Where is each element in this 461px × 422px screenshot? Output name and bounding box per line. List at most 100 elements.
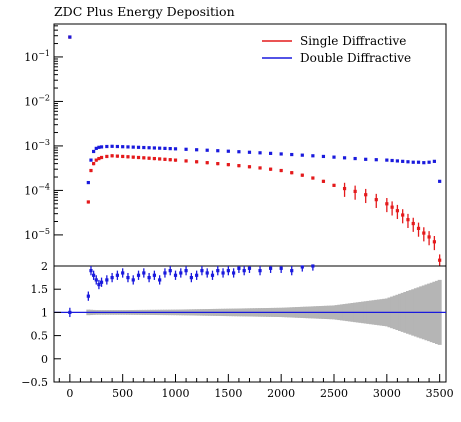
data-point <box>105 144 109 149</box>
data-point <box>110 144 114 148</box>
ratio-point <box>97 282 101 287</box>
ratio-y-tick-label: −0.5 <box>21 376 48 389</box>
main-y-tick-exponent: −5 <box>38 227 50 236</box>
ratio-point <box>179 271 183 275</box>
ratio-point <box>89 269 93 273</box>
data-point <box>115 154 119 158</box>
legend: Single Diffractive Double Diffractive <box>262 34 411 65</box>
chart-title: ZDC Plus Energy Deposition <box>54 4 235 19</box>
data-point <box>226 163 230 167</box>
data-point <box>321 154 326 159</box>
data-point <box>385 158 389 162</box>
data-point <box>390 158 394 163</box>
x-tick-label: 2000 <box>267 387 295 400</box>
data-point <box>205 148 209 152</box>
data-point <box>86 180 90 185</box>
data-point <box>147 146 151 150</box>
ratio-y-tick-label: 1 <box>41 306 48 319</box>
ratio-point <box>216 269 220 273</box>
data-point <box>395 209 399 213</box>
data-point <box>158 157 162 161</box>
data-point <box>205 161 209 165</box>
ratio-point <box>173 273 178 277</box>
x-tick-label: 3000 <box>373 387 401 400</box>
ratio-point <box>195 273 199 277</box>
data-point <box>290 171 294 175</box>
data-point <box>126 145 130 149</box>
data-point <box>99 155 104 160</box>
data-point <box>94 146 98 150</box>
data-point <box>68 35 72 39</box>
ratio-point <box>94 278 98 282</box>
data-point <box>332 183 336 187</box>
data-point <box>247 165 252 169</box>
data-point <box>269 167 273 171</box>
data-point <box>258 166 262 170</box>
data-point <box>422 231 426 235</box>
data-point <box>342 186 347 191</box>
data-point <box>110 154 114 158</box>
ratio-point <box>142 271 146 275</box>
ratio-point <box>110 276 114 280</box>
ratio-y-tick-label: 0.5 <box>31 330 49 343</box>
data-point <box>115 144 119 149</box>
data-point <box>237 150 241 154</box>
ratio-point <box>300 265 304 269</box>
data-point <box>401 213 405 217</box>
data-point <box>374 198 378 202</box>
ratio-point <box>115 273 119 277</box>
ratio-point <box>242 269 246 273</box>
legend-label-double-diffractive: Double Diffractive <box>300 51 411 65</box>
data-point <box>168 147 172 151</box>
ratio-point <box>158 278 162 282</box>
data-point <box>279 152 283 156</box>
main-y-tick-exponent: −3 <box>38 138 50 147</box>
ratio-point <box>126 276 130 280</box>
main-y-tick-exponent: −4 <box>38 182 50 191</box>
x-tick-label: 500 <box>112 387 133 400</box>
data-point <box>395 159 399 163</box>
ratio-point <box>311 264 315 268</box>
data-point <box>97 145 101 149</box>
data-point <box>237 164 241 168</box>
data-point <box>173 158 178 162</box>
data-point <box>226 149 230 153</box>
data-point <box>136 145 141 149</box>
data-point <box>131 155 135 159</box>
x-tick-label: 2500 <box>320 387 348 400</box>
data-point <box>152 146 156 150</box>
data-point <box>92 162 96 166</box>
ratio-point <box>290 269 294 273</box>
data-point <box>92 149 96 154</box>
data-point <box>427 235 431 239</box>
data-point <box>147 156 151 160</box>
data-point <box>311 154 315 158</box>
data-point <box>184 159 188 163</box>
main-y-tick-exponent: −2 <box>38 93 50 102</box>
data-point <box>416 226 421 231</box>
data-point <box>195 160 199 164</box>
ratio-point <box>237 266 241 270</box>
ratio-point <box>136 273 141 277</box>
legend-label-single-diffractive: Single Diffractive <box>300 34 406 48</box>
data-point <box>438 258 442 262</box>
data-point <box>258 151 262 155</box>
ratio-point <box>121 271 125 275</box>
ratio-point <box>232 271 236 275</box>
x-tick-label: 0 <box>66 387 73 400</box>
ratio-point <box>147 276 151 280</box>
data-point <box>432 240 436 244</box>
data-point <box>94 158 98 162</box>
data-point <box>332 155 336 159</box>
data-point <box>86 200 90 204</box>
ratio-point <box>269 266 273 270</box>
data-point <box>247 150 252 154</box>
data-point <box>406 160 410 164</box>
data-point <box>168 158 172 162</box>
series-single-diffractive <box>68 35 442 266</box>
ratio-point <box>163 271 167 275</box>
data-point <box>411 160 415 164</box>
data-point <box>300 173 304 177</box>
data-point <box>152 156 156 161</box>
ratio-point <box>99 280 104 284</box>
